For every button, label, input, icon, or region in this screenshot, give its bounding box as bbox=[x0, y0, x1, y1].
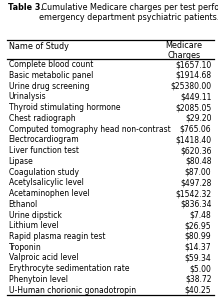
Text: $29.20: $29.20 bbox=[185, 114, 211, 123]
Text: $1418.40: $1418.40 bbox=[175, 135, 211, 144]
Text: Basic metabolic panel: Basic metabolic panel bbox=[9, 71, 93, 80]
Text: $38.72: $38.72 bbox=[185, 275, 211, 284]
Text: $80.99: $80.99 bbox=[185, 232, 211, 241]
Text: Coagulation study: Coagulation study bbox=[9, 168, 79, 177]
Text: Thyroid stimulating hormone: Thyroid stimulating hormone bbox=[9, 103, 120, 112]
Text: Cumulative Medicare charges per test performed on
emergency department psychiatr: Cumulative Medicare charges per test per… bbox=[39, 3, 218, 22]
Text: $449.11: $449.11 bbox=[180, 92, 211, 101]
Text: Erythrocyte sedimentation rate: Erythrocyte sedimentation rate bbox=[9, 264, 129, 273]
Text: Chest radiograph: Chest radiograph bbox=[9, 114, 75, 123]
Text: $7.48: $7.48 bbox=[190, 211, 211, 220]
Text: $26.95: $26.95 bbox=[185, 221, 211, 230]
Text: Lithium level: Lithium level bbox=[9, 221, 58, 230]
Text: Liver function test: Liver function test bbox=[9, 146, 79, 155]
Text: $765.06: $765.06 bbox=[180, 125, 211, 134]
Text: Lipase: Lipase bbox=[9, 157, 34, 166]
Text: Troponin: Troponin bbox=[9, 243, 41, 252]
Text: $2085.05: $2085.05 bbox=[175, 103, 211, 112]
Text: Electrocardiogram: Electrocardiogram bbox=[9, 135, 79, 144]
Text: Medicare
Charges: Medicare Charges bbox=[166, 41, 203, 60]
Text: $59.34: $59.34 bbox=[185, 254, 211, 262]
Text: $1914.68: $1914.68 bbox=[175, 71, 211, 80]
Text: $25380.00: $25380.00 bbox=[170, 82, 211, 91]
Text: U-Human chorionic gonadotropin: U-Human chorionic gonadotropin bbox=[9, 286, 136, 295]
Text: Valproic acid level: Valproic acid level bbox=[9, 254, 78, 262]
Text: Ethanol: Ethanol bbox=[9, 200, 38, 209]
Text: $14.37: $14.37 bbox=[185, 243, 211, 252]
Text: $620.36: $620.36 bbox=[180, 146, 211, 155]
Text: $80.48: $80.48 bbox=[185, 157, 211, 166]
Text: $5.00: $5.00 bbox=[190, 264, 211, 273]
Text: Acetylsalicylic level: Acetylsalicylic level bbox=[9, 178, 83, 187]
Text: Urine drug screening: Urine drug screening bbox=[9, 82, 89, 91]
Text: $87.00: $87.00 bbox=[185, 168, 211, 177]
Text: Complete blood count: Complete blood count bbox=[9, 60, 93, 69]
Text: $1657.10: $1657.10 bbox=[175, 60, 211, 69]
Text: Urinalysis: Urinalysis bbox=[9, 92, 46, 101]
Text: $1542.32: $1542.32 bbox=[175, 189, 211, 198]
Text: Urine dipstick: Urine dipstick bbox=[9, 211, 62, 220]
Text: Rapid plasma reagin test: Rapid plasma reagin test bbox=[9, 232, 105, 241]
Text: Computed tomography head non-contrast: Computed tomography head non-contrast bbox=[9, 125, 170, 134]
Text: Name of Study: Name of Study bbox=[9, 42, 69, 51]
Text: $836.34: $836.34 bbox=[180, 200, 211, 209]
Text: $40.25: $40.25 bbox=[185, 286, 211, 295]
Text: Table 3.: Table 3. bbox=[8, 3, 43, 12]
Text: $497.28: $497.28 bbox=[180, 178, 211, 187]
Text: Acetaminophen level: Acetaminophen level bbox=[9, 189, 89, 198]
Text: Phenytoin level: Phenytoin level bbox=[9, 275, 68, 284]
